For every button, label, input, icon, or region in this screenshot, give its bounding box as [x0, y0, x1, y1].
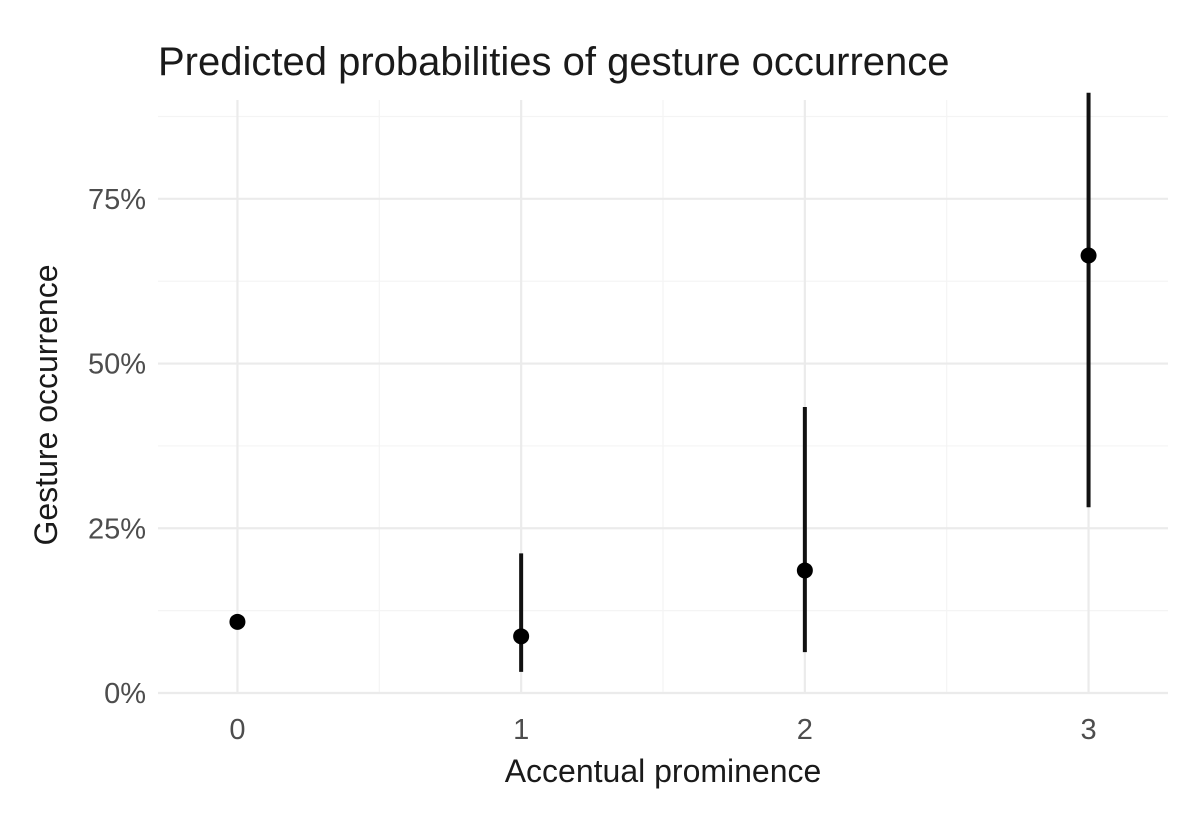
- x-tick-label: 3: [1080, 714, 1096, 746]
- y-tick-label: 25%: [88, 513, 146, 545]
- x-axis-title: Accentual prominence: [505, 753, 822, 789]
- x-axis-ticks: 0 1 2 3: [229, 714, 1096, 746]
- y-tick-label: 50%: [88, 349, 146, 381]
- data-point: [796, 562, 813, 579]
- minor-gridlines: [158, 100, 1168, 693]
- x-tick-label: 1: [513, 714, 529, 746]
- chart-title: Predicted probabilities of gesture occur…: [158, 40, 950, 84]
- y-tick-label: 0%: [104, 678, 146, 710]
- y-axis-ticks: 0% 25% 50% 75%: [88, 184, 146, 710]
- y-axis-title: Gesture occurrence: [28, 264, 64, 545]
- data-point: [1080, 247, 1097, 264]
- data-point: [229, 613, 246, 630]
- data-point: [513, 628, 530, 645]
- y-tick-label: 75%: [88, 184, 146, 216]
- data-marks: [229, 92, 1097, 672]
- x-tick-label: 2: [797, 714, 813, 746]
- x-tick-label: 0: [229, 714, 245, 746]
